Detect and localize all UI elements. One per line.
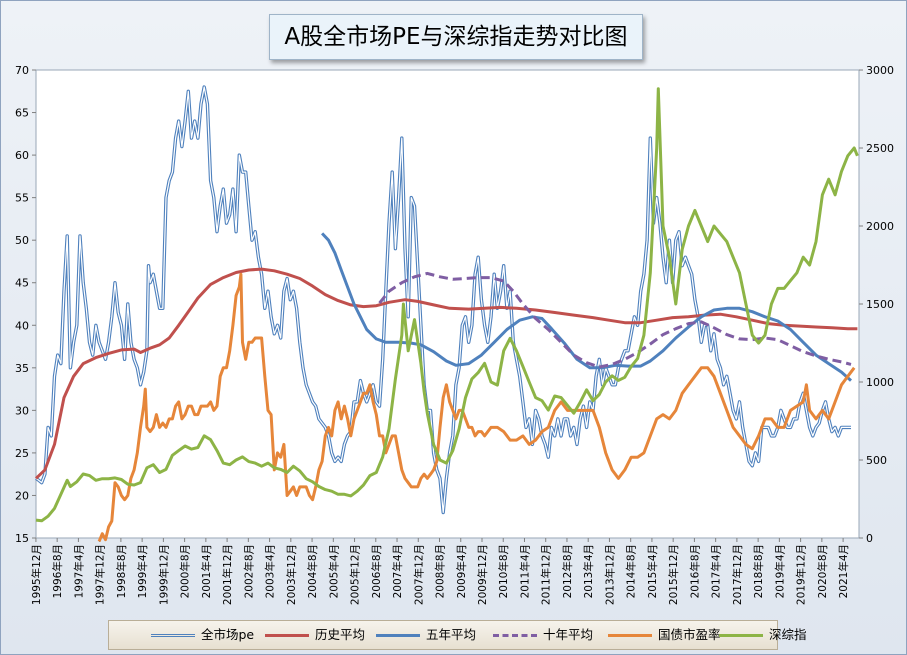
y-right-tick-label: 1000 xyxy=(866,376,894,389)
y-left-tick-label: 55 xyxy=(15,192,29,205)
y-right-tick-label: 0 xyxy=(866,532,873,545)
x-tick-label: 2016年8月 xyxy=(688,544,701,598)
x-tick-label: 2010年8月 xyxy=(497,544,510,598)
y-right-tick-label: 500 xyxy=(866,454,887,467)
legend-item: 十年平均 xyxy=(493,627,593,643)
y-left-tick-label: 25 xyxy=(15,447,29,460)
legend-label: 国债市盈率 xyxy=(658,627,721,642)
legend-item: 五年平均 xyxy=(376,627,476,643)
x-tick-label: 2003年12月 xyxy=(285,544,298,605)
legend-item: 全市场pe xyxy=(151,627,254,643)
y-left-tick-label: 35 xyxy=(15,362,29,375)
series-4-line xyxy=(97,272,856,542)
x-tick-label: 2019年4月 xyxy=(773,544,786,598)
x-tick-label: 2002年8月 xyxy=(242,544,255,598)
legend-swatch xyxy=(151,634,195,637)
chart-legend: 全市场pe 历史平均 五年平均 十年平均 国债市盈率 深综指 xyxy=(108,620,807,650)
chart-title: A股全市场PE与深综指走势对比图 xyxy=(269,14,643,60)
legend-label: 全市场pe xyxy=(201,627,255,642)
x-tick-label: 2001年12月 xyxy=(221,544,234,605)
legend-swatch xyxy=(265,634,309,637)
x-tick-label: 2007年4月 xyxy=(391,544,404,598)
y-left-tick-label: 15 xyxy=(15,532,29,545)
x-tick-label: 2000年8月 xyxy=(179,544,192,598)
x-tick-label: 2008年8月 xyxy=(434,544,447,598)
y-left-tick-label: 50 xyxy=(15,234,29,247)
x-tick-label: 2012年8月 xyxy=(561,544,574,598)
series-0-inner xyxy=(35,86,851,514)
x-tick-label: 2007年12月 xyxy=(412,544,425,605)
y-right-tick-label: 1500 xyxy=(866,298,894,311)
y-left-tick-label: 65 xyxy=(15,107,29,120)
x-tick-label: 2009年4月 xyxy=(455,544,468,598)
x-tick-label: 1997年12月 xyxy=(94,544,107,605)
chart-svg: 15 20 25 30 35 40 45 50 55 60 65 70 0 500 1000 1500 2000… xyxy=(15,64,894,605)
x-tick-label: 2021年4月 xyxy=(837,544,850,598)
series-2-line xyxy=(321,232,853,382)
x-tick-label: 1998年8月 xyxy=(115,544,128,598)
legend-item: 深综指 xyxy=(719,627,807,643)
x-tick-label: 2001年4月 xyxy=(200,544,213,598)
x-tick-label: 2017年12月 xyxy=(731,544,744,605)
legend-swatch xyxy=(376,634,420,637)
x-tick-label: 2003年4月 xyxy=(264,544,277,598)
y-left-tick-label: 70 xyxy=(15,64,29,77)
legend-item: 历史平均 xyxy=(265,627,365,643)
x-tick-label: 2017年4月 xyxy=(710,544,723,598)
x-tick-label: 2018年8月 xyxy=(752,544,765,598)
x-tick-label: 2005年4月 xyxy=(327,544,340,598)
x-tick-label: 1996年8月 xyxy=(51,544,64,598)
x-tick-label: 2015年4月 xyxy=(646,544,659,598)
x-tick-label: 1997年4月 xyxy=(72,544,85,598)
x-tick-label: 2019年12月 xyxy=(795,544,808,605)
y-left-tick-label: 45 xyxy=(15,277,29,290)
legend-item: 国债市盈率 xyxy=(608,627,721,643)
x-tick-label: 1995年12月 xyxy=(30,544,43,605)
x-tick-label: 2020年8月 xyxy=(816,544,829,598)
x-tick-label: 2015年12月 xyxy=(667,544,680,605)
x-tick-label: 2014年8月 xyxy=(625,544,638,598)
x-tick-label: 2011年12月 xyxy=(540,544,553,605)
y-left-tick-label: 30 xyxy=(15,404,29,417)
y-right-tick-label: 2000 xyxy=(866,220,894,233)
x-tick-label: 2009年12月 xyxy=(476,544,489,605)
y-left-tick-label: 60 xyxy=(15,149,29,162)
x-tick-label: 1999年12月 xyxy=(157,544,170,605)
x-tick-label: 2004年8月 xyxy=(306,544,319,598)
y-left-tick-label: 40 xyxy=(15,319,29,332)
x-tick-label: 2006年8月 xyxy=(370,544,383,598)
y-right-tick-label: 3000 xyxy=(866,64,894,77)
legend-label: 五年平均 xyxy=(426,627,477,642)
x-tick-label: 2011年4月 xyxy=(518,544,531,598)
legend-label: 深综指 xyxy=(769,627,807,642)
legend-swatch xyxy=(608,634,652,637)
legend-swatch xyxy=(719,634,763,637)
series-5-line xyxy=(35,87,859,523)
legend-label: 十年平均 xyxy=(543,627,594,642)
y-right-tick-label: 2500 xyxy=(866,142,894,155)
x-tick-label: 2013年4月 xyxy=(582,544,595,598)
x-tick-label: 2013年12月 xyxy=(603,544,616,605)
x-tick-label: 2005年12月 xyxy=(349,544,362,605)
y-left-tick-label: 20 xyxy=(15,489,29,502)
legend-swatch xyxy=(493,634,537,637)
legend-label: 历史平均 xyxy=(315,627,366,642)
series-3-line xyxy=(378,271,852,369)
x-tick-label: 1999年4月 xyxy=(136,544,149,598)
